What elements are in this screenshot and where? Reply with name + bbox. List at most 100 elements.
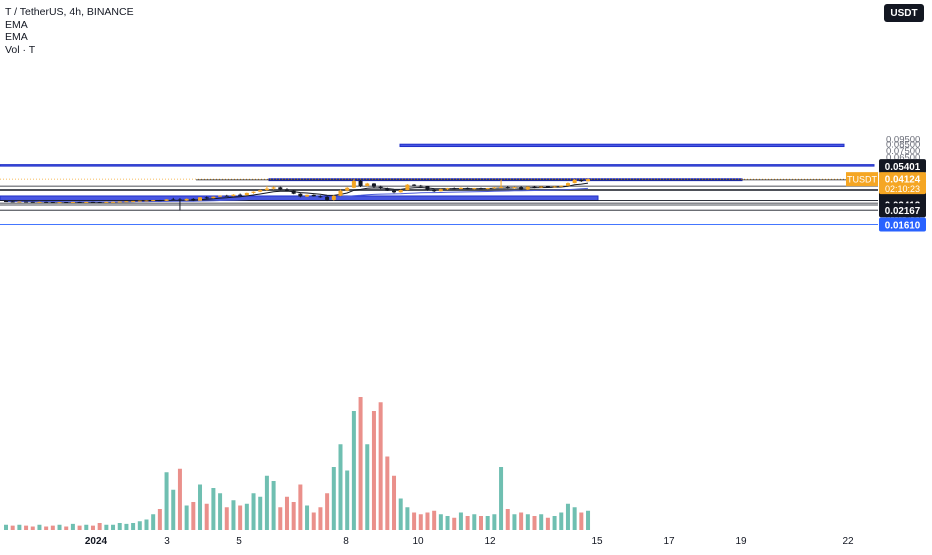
candle-body (30, 201, 35, 203)
price-label-text: 0.02167 (885, 206, 921, 217)
candle-body (519, 187, 524, 190)
candle-body (331, 195, 336, 200)
volume-bar (358, 397, 363, 530)
price-label-box (879, 159, 926, 174)
volume-bar (331, 467, 336, 530)
candle-body (472, 188, 477, 190)
candle-body (24, 201, 29, 203)
volume-bar (111, 524, 116, 530)
time-tick-label: 5 (236, 536, 242, 547)
candle-body (171, 199, 176, 201)
candle-body (264, 188, 269, 191)
volume-bar (211, 488, 216, 530)
volume-bar (50, 525, 55, 530)
volume-bar (318, 507, 323, 530)
time-tick-label: 8 (343, 536, 349, 547)
volume-bar (218, 493, 223, 530)
candle-body (512, 187, 517, 189)
price-label-text: 0.01610 (885, 220, 921, 231)
candle-body (157, 200, 162, 202)
legend-symbol[interactable]: T / TetherUS, 4h, BINANCE (5, 6, 134, 18)
candle-body (358, 180, 363, 186)
volume-bar (392, 475, 397, 530)
candle-body (4, 201, 8, 203)
candle-body (137, 200, 142, 202)
candle-body (559, 185, 564, 187)
volume-bar (117, 523, 122, 530)
volume-bar (4, 524, 8, 530)
candle-body (90, 201, 95, 203)
volume-bar (512, 514, 517, 530)
candle-body (432, 189, 437, 192)
volume-bar (338, 444, 343, 530)
volume-bar (70, 523, 75, 530)
candle-body (191, 198, 196, 201)
ema-lines (6, 182, 589, 203)
candle-body (10, 201, 15, 203)
volume-bar (572, 507, 577, 530)
volume-bar (177, 468, 182, 530)
legend-ema-2[interactable]: EMA (5, 31, 28, 43)
candle-body (291, 190, 296, 194)
candle-body (151, 200, 156, 202)
volume-bar (24, 525, 29, 530)
candle-body (499, 187, 504, 189)
volume-bar (385, 456, 390, 530)
candle-body (44, 201, 49, 203)
volume-bar (351, 411, 356, 530)
candle-body (164, 199, 169, 201)
time-tick-label: 2024 (85, 536, 108, 547)
ema-slow-line (6, 187, 589, 203)
candle-body (311, 194, 316, 197)
price-tick-label: 0.09500 (886, 134, 920, 145)
candle-body (305, 194, 310, 197)
volume-bar (10, 525, 15, 530)
candle-body (392, 190, 397, 193)
volume-bar (204, 503, 209, 530)
candle-body (371, 183, 376, 187)
volume-bar (472, 514, 477, 530)
volume-bar (412, 512, 417, 530)
volume-bars (4, 397, 591, 530)
candle-body (144, 200, 149, 202)
candle-body (418, 185, 423, 187)
volume-bar (184, 505, 189, 530)
candle-body (271, 187, 276, 189)
candle-body (77, 201, 82, 203)
volume-bar (305, 505, 310, 530)
legend-volume[interactable]: Vol · T (5, 43, 36, 56)
candle-body (412, 184, 417, 186)
volume-bar (552, 516, 557, 530)
time-tick-label: 17 (663, 536, 675, 547)
candle-body (244, 192, 249, 196)
candle-body (425, 186, 430, 190)
candle-body (204, 197, 209, 199)
volume-bar (398, 498, 403, 530)
volume-bar (325, 493, 330, 530)
candle-body (492, 187, 497, 189)
candle-body (552, 186, 557, 188)
volume-bar (579, 512, 584, 530)
candle-body (238, 194, 243, 196)
candle-body (231, 194, 236, 197)
volume-bar (57, 524, 62, 530)
price-label-box (879, 217, 926, 232)
volume-bar (104, 524, 109, 530)
symbol-label-box (846, 172, 878, 187)
candle-body (365, 183, 370, 186)
volume-bar (492, 514, 497, 530)
candle-body (532, 186, 537, 188)
volume-bar (251, 493, 256, 530)
volume-bar (151, 514, 156, 530)
candle-body (70, 201, 75, 203)
candle-body (298, 193, 303, 197)
volume-bar (238, 505, 243, 530)
candle-body (124, 201, 129, 203)
currency-button[interactable]: USDT (884, 4, 924, 22)
volume-bar (17, 524, 22, 530)
candle-body (458, 187, 463, 190)
candle-body (64, 202, 69, 204)
legend-ema-1[interactable]: EMA (5, 18, 28, 31)
